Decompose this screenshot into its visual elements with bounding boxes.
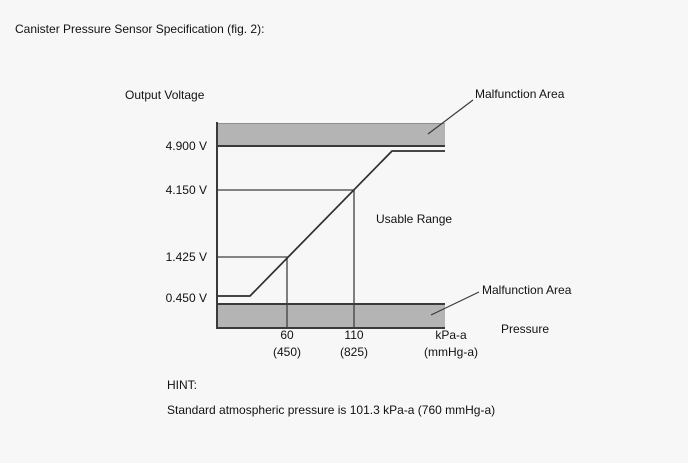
pointer-line-malfunction-top [427,99,474,135]
y-tick-4150: 4.150 V [165,183,207,197]
x-tick-60: 60 [280,328,294,342]
y-axis-title: Output Voltage [125,88,205,102]
y-tick-4900: 4.900 V [165,139,207,153]
malfunction-band-bottom [218,303,445,329]
sensor-output-curve [218,150,445,297]
pointer-line-malfunction-bottom [430,291,480,316]
x-tick-110: 110 [344,328,364,342]
x-tick-60-secondary: (450) [272,345,301,359]
malfunction-area-label-top: Malfunction Area [475,87,565,101]
x-axis-title: Pressure [501,322,550,336]
figure-title: Canister Pressure Sensor Specification (… [15,22,265,36]
y-tick-1425: 1.425 V [165,250,207,264]
x-tick-110-secondary: (825) [339,345,368,359]
ref-line-1425-60 [218,256,288,328]
malfunction-area-label-bottom: Malfunction Area [482,283,572,297]
hint-label: HINT: [167,378,197,392]
x-unit-mmhg: (mmHg-a) [424,345,478,359]
hint-text: Standard atmospheric pressure is 101.3 k… [167,403,496,417]
usable-range-label: Usable Range [376,212,453,226]
malfunction-band-top [218,123,445,146]
y-tick-0450: 0.450 V [165,291,207,305]
x-unit-kpa: kPa-a [435,328,467,342]
